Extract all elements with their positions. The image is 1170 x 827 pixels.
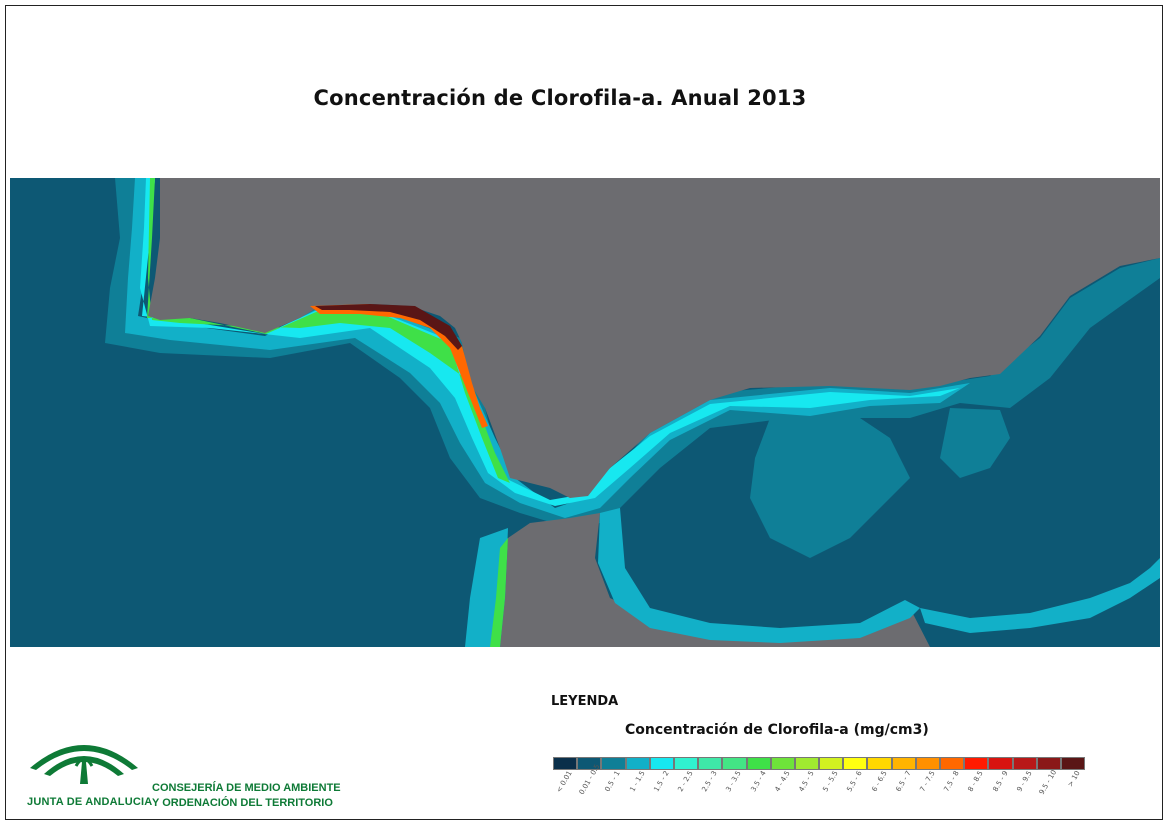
very-high-chlorophyll-zone [315,304,462,350]
legend-swatch-label: > 10 [1066,769,1082,789]
legend-swatch-label: 8 - 8.5 [966,769,986,794]
map-title: Concentración de Clorofila-a. Anual 2013 [313,86,807,110]
legend-swatch-label: 4.5 - 5 [797,769,816,794]
legend-labels: < 0.01 0.01 - 0.5 0.5 - 1 1 - 1.5 1.5 - 2 2 -… [553,762,1098,812]
legend-swatch [1036,757,1061,770]
legend-swatch-label: 6 - 6.5 [870,769,889,794]
chlorophyll-map [10,178,1160,647]
legend-swatch-label: 5.5 - 6 [845,769,865,794]
legend-swatch [601,757,626,770]
east-coastal-band [920,558,1160,633]
land-iberia [148,178,1160,498]
legend-swatch [553,757,578,770]
junta-de-andalucia-logo [30,745,138,784]
legend-swatch-label: 9.5 - 10 [1037,768,1059,797]
legend-swatch-label: 6.5 - 7 [894,769,913,794]
org-name-left: JUNTA DE ANDALUCIA [27,796,153,808]
legend-swatch-label: 8.5 - 9 [991,769,1010,794]
legend-swatch-label: 9 - 9.5 [1015,769,1034,794]
legend-swatch [577,757,602,770]
legend-swatch-label: 2 - 2.5 [676,769,695,794]
legend-swatch [891,757,916,770]
alboran-shelf-patch-2 [940,408,1010,478]
legend-swatch-label: 1.5 - 2 [652,769,671,794]
alboran-shelf-patch [750,418,910,558]
legend-swatch [988,757,1013,770]
legend-swatch [746,757,771,770]
legend-swatch-label: 4 - 4.5 [773,769,792,794]
legend-swatch-label: 0.01 - 0.5 [577,762,602,797]
legend-swatch [794,757,820,770]
legend-swatch-label: < 0.01 [554,769,574,795]
legend-swatch [722,757,747,770]
legend-swatch [940,757,965,770]
africa-coastal-green [490,538,508,647]
legend-swatch-label: 5 - 5.5 [821,769,840,794]
org-department-line1: CONSEJERÍA DE MEDIO AMBIENTE [152,782,341,794]
legend-swatch-label: 0.5 - 1 [603,769,623,794]
legend-swatch [867,757,892,770]
legend-swatch [843,757,868,770]
legend-swatch-label: 3 - 3.5 [724,769,744,794]
legend-swatch [770,757,795,770]
legend-swatch-label: 7.5 - 8 [942,769,961,794]
legend-swatch-label: 1 - 1.5 [628,769,647,794]
legend-swatch [649,757,674,770]
legend-swatch [1012,757,1037,770]
page-frame [5,5,1163,820]
legend-swatch [625,757,650,770]
legend-swatch [915,757,940,770]
legend-subtitle: Concentración de Clorofila-a (mg/cm3) [625,722,929,738]
legend-swatch [673,757,699,770]
legend-swatch-label: 7 - 7.5 [918,769,937,794]
legend-swatch [698,757,723,770]
legend-swatch-label: 3.5 - 4 [749,769,768,794]
legend-swatch [819,757,844,770]
legend-swatch-label: 2.5 - 3 [700,769,719,794]
legend-color-bar [553,757,1086,770]
legend-heading: LEYENDA [551,694,619,709]
legend-swatch [1060,757,1086,770]
org-department-line2: Y ORDENACIÓN DEL TERRITORIO [152,797,333,809]
land-africa [500,513,930,647]
legend-swatch [964,757,989,770]
